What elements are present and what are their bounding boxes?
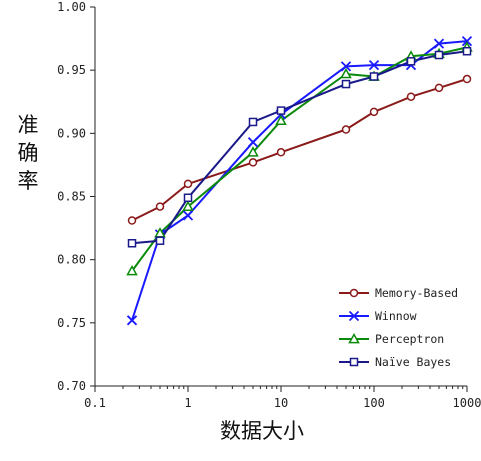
data-point-square xyxy=(351,359,358,366)
data-point-square xyxy=(185,194,192,201)
plot-lines xyxy=(132,41,467,320)
series-markers xyxy=(129,76,471,224)
series-markers xyxy=(129,48,471,247)
data-point-circle xyxy=(278,149,285,156)
data-point-x xyxy=(184,211,193,220)
y-tick-label: 0.85 xyxy=(57,190,86,204)
y-axis-ticks: 0.70 0.75 0.80 0.85 0.90 0.95 1.00 xyxy=(57,0,95,393)
x-tick-label: 100 xyxy=(363,396,385,410)
y-tick-label: 0.75 xyxy=(57,316,86,330)
legend-label: Perceptron xyxy=(375,332,444,346)
y-tick-label: 0.80 xyxy=(57,253,86,267)
data-point-circle xyxy=(464,76,471,83)
data-point-square xyxy=(250,118,257,125)
data-point-square xyxy=(371,73,378,80)
x-tick-label: 0.1 xyxy=(84,396,106,410)
y-tick-label: 0.95 xyxy=(57,63,86,77)
data-point-square xyxy=(129,240,136,247)
y-tick-label: 1.00 xyxy=(57,0,86,14)
y-tick-label: 0.90 xyxy=(57,126,86,140)
plot-markers xyxy=(128,37,472,325)
data-point-circle xyxy=(185,180,192,187)
series-markers xyxy=(128,37,472,325)
x-tick-label: 10 xyxy=(274,396,288,410)
y-axis-title-text: 准确率 xyxy=(18,113,39,193)
series-line xyxy=(132,41,467,320)
y-tick-label: 0.70 xyxy=(57,379,86,393)
data-point-circle xyxy=(129,217,136,224)
data-point-square xyxy=(408,58,415,65)
data-point-circle xyxy=(408,93,415,100)
series-markers xyxy=(128,43,472,275)
x-axis-title: 数据大小 xyxy=(220,419,304,443)
series-line xyxy=(132,51,467,243)
y-axis-title: 准确率 xyxy=(18,113,39,193)
legend-label: Naïve Bayes xyxy=(375,355,451,369)
data-point-circle xyxy=(250,159,257,166)
data-point-circle xyxy=(436,84,443,91)
x-tick-label: 1000 xyxy=(453,396,481,410)
x-axis-ticks: 0.1 1 10 100 1000 xyxy=(84,386,481,410)
legend-label: Memory-Based xyxy=(375,286,458,300)
data-point-square xyxy=(343,81,350,88)
data-point-square xyxy=(436,52,443,59)
data-point-circle xyxy=(343,126,350,133)
series-line xyxy=(132,47,467,271)
data-point-square xyxy=(464,48,471,55)
data-point-square xyxy=(278,107,285,114)
data-point-circle xyxy=(157,203,164,210)
legend-label: Winnow xyxy=(375,309,417,323)
x-tick-label: 1 xyxy=(184,396,191,410)
data-point-circle xyxy=(371,108,378,115)
data-point-square xyxy=(157,237,164,244)
legend: Memory-Based Winnow Perceptron Naïve Bayes xyxy=(334,282,476,374)
data-point-x xyxy=(249,138,258,147)
data-point-circle xyxy=(351,290,358,297)
